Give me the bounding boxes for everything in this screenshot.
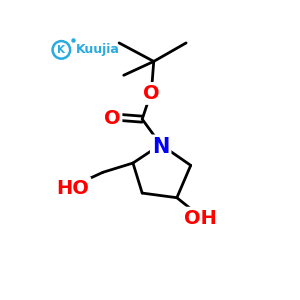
Text: HO: HO (56, 178, 89, 198)
Text: O: O (143, 84, 160, 103)
Text: O: O (104, 109, 121, 128)
Text: N: N (152, 136, 169, 157)
Text: OH: OH (184, 209, 216, 228)
Text: K: K (57, 45, 65, 55)
Text: Kuujia: Kuujia (76, 44, 120, 56)
